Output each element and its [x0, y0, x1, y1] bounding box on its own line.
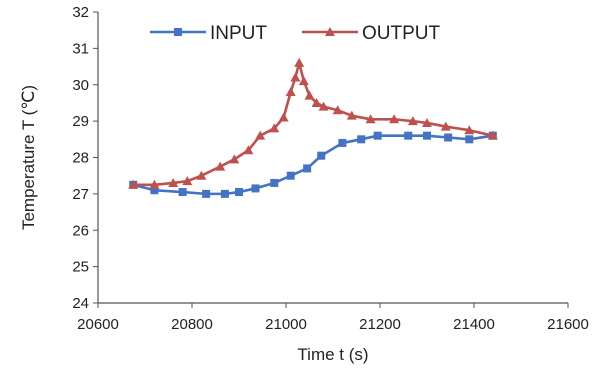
- data-point: [365, 114, 376, 124]
- data-point: [255, 130, 266, 140]
- data-point: [178, 188, 187, 197]
- data-point: [389, 114, 400, 124]
- data-point: [196, 170, 207, 180]
- y-tick-label: 25: [72, 259, 89, 276]
- data-point: [338, 138, 347, 147]
- data-point: [278, 112, 289, 122]
- data-point: [285, 87, 296, 97]
- y-tick-label: 32: [72, 4, 89, 21]
- x-tick-label: 21400: [453, 316, 495, 333]
- data-point: [215, 161, 226, 171]
- data-point: [465, 135, 474, 144]
- data-point: [464, 125, 475, 135]
- y-tick-label: 31: [72, 40, 89, 57]
- data-point: [202, 189, 211, 198]
- y-tick-label: 28: [72, 150, 89, 167]
- series-input: [129, 131, 497, 198]
- series-output: [128, 57, 498, 189]
- x-axis-label: Time t (s): [297, 345, 368, 364]
- legend: INPUT OUTPUT: [150, 23, 441, 44]
- legend-marker: [174, 28, 182, 36]
- data-point: [423, 131, 431, 140]
- data-point: [317, 151, 326, 160]
- legend-item-input: INPUT: [150, 23, 267, 44]
- data-point: [407, 116, 418, 126]
- data-point: [298, 76, 309, 86]
- series-line-input: [132, 134, 493, 196]
- data-point: [286, 171, 295, 180]
- x-tick-label: 21600: [547, 316, 589, 333]
- legend-label: OUTPUT: [362, 23, 441, 44]
- data-point: [168, 177, 179, 187]
- x-tick-label: 20600: [77, 316, 119, 333]
- data-point: [220, 189, 229, 198]
- data-point: [269, 123, 280, 133]
- data-point: [373, 131, 382, 140]
- data-point: [251, 184, 260, 193]
- data-point: [303, 164, 312, 173]
- y-tick-label: 26: [72, 222, 89, 239]
- data-point: [182, 176, 193, 186]
- data-point: [243, 145, 254, 155]
- data-point: [229, 154, 240, 164]
- data-point: [311, 97, 322, 107]
- data-point: [294, 57, 305, 67]
- data-point: [318, 101, 329, 111]
- data-point: [332, 105, 343, 115]
- series-layer: [128, 57, 498, 198]
- data-point: [290, 72, 301, 82]
- axes: [93, 11, 569, 308]
- data-point: [444, 133, 453, 142]
- x-tick-label: 20800: [171, 316, 213, 333]
- tick-labels: 24 25 26 27 28 29 30 31 32 20600 20800 21000 21200 21…: [72, 4, 589, 333]
- data-point: [270, 178, 279, 187]
- data-point: [357, 135, 366, 144]
- x-tick-label: 21200: [359, 316, 401, 333]
- y-tick-label: 29: [72, 113, 89, 130]
- legend-label: INPUT: [210, 23, 267, 44]
- data-point: [422, 117, 432, 127]
- series-line-output: [133, 61, 494, 187]
- data-point: [304, 90, 315, 100]
- data-point: [128, 179, 139, 189]
- data-point: [235, 188, 243, 197]
- data-point: [150, 186, 159, 195]
- y-tick-label: 24: [72, 295, 89, 312]
- data-point: [346, 110, 357, 120]
- data-point: [440, 121, 451, 131]
- legend-item-output: OUTPUT: [302, 23, 441, 44]
- legend-marker: [325, 27, 335, 36]
- y-axis-label: Temperature T (℃): [19, 85, 38, 230]
- data-point: [487, 130, 498, 140]
- data-point: [404, 131, 413, 140]
- y-tick-label: 27: [72, 186, 89, 203]
- data-point: [149, 179, 160, 189]
- y-tick-label: 30: [72, 77, 89, 94]
- x-tick-label: 21000: [265, 316, 307, 333]
